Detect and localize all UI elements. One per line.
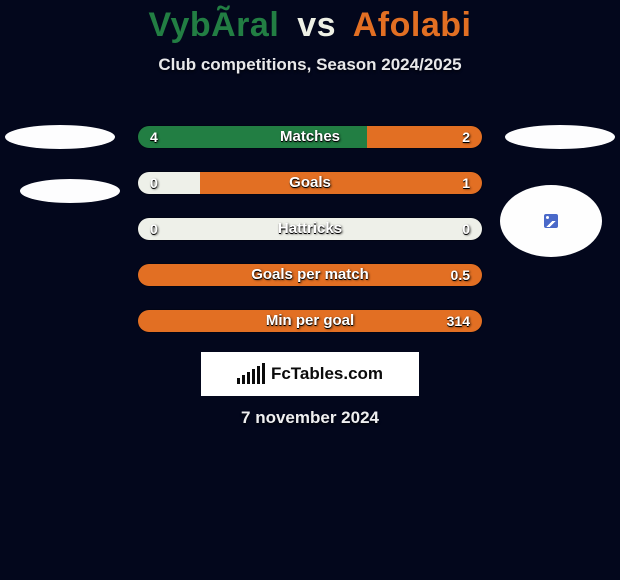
deco-ellipse-left-2 — [20, 179, 120, 203]
stat-row: Min per goal 314 — [137, 309, 483, 333]
stat-value-right: 0 — [462, 218, 470, 240]
canvas: VybÃ­ral vs Afolabi Club competitions, S… — [0, 0, 620, 580]
stat-value-right: 0.5 — [451, 264, 470, 286]
stat-value-right: 1 — [462, 172, 470, 194]
stat-row: 0 Hattricks 0 — [137, 217, 483, 241]
stat-label: Goals per match — [138, 264, 482, 286]
title-player2: Afolabi — [353, 6, 472, 44]
logo-text: FcTables.com — [271, 364, 383, 384]
stat-label: Min per goal — [138, 310, 482, 332]
stat-row: 4 Matches 2 — [137, 125, 483, 149]
stat-label: Goals — [138, 172, 482, 194]
deco-ellipse-right-1 — [505, 125, 615, 149]
subtitle: Club competitions, Season 2024/2025 — [0, 55, 620, 75]
deco-circle-right — [500, 185, 602, 257]
page-title: VybÃ­ral vs Afolabi — [0, 0, 620, 45]
image-placeholder-icon — [544, 214, 558, 228]
stat-row: Goals per match 0.5 — [137, 263, 483, 287]
stat-value-right: 314 — [447, 310, 470, 332]
stats-container: 4 Matches 2 0 Goals 1 0 Hattricks 0 — [137, 125, 483, 355]
stat-value-right: 2 — [462, 126, 470, 148]
stat-label: Matches — [138, 126, 482, 148]
logo-bars-icon — [237, 364, 265, 384]
stat-row: 0 Goals 1 — [137, 171, 483, 195]
deco-ellipse-left-1 — [5, 125, 115, 149]
title-vs: vs — [297, 6, 336, 44]
title-player1: VybÃ­ral — [149, 6, 280, 44]
fctables-logo: FcTables.com — [201, 352, 419, 396]
footer-date: 7 november 2024 — [0, 408, 620, 428]
stat-label: Hattricks — [138, 218, 482, 240]
